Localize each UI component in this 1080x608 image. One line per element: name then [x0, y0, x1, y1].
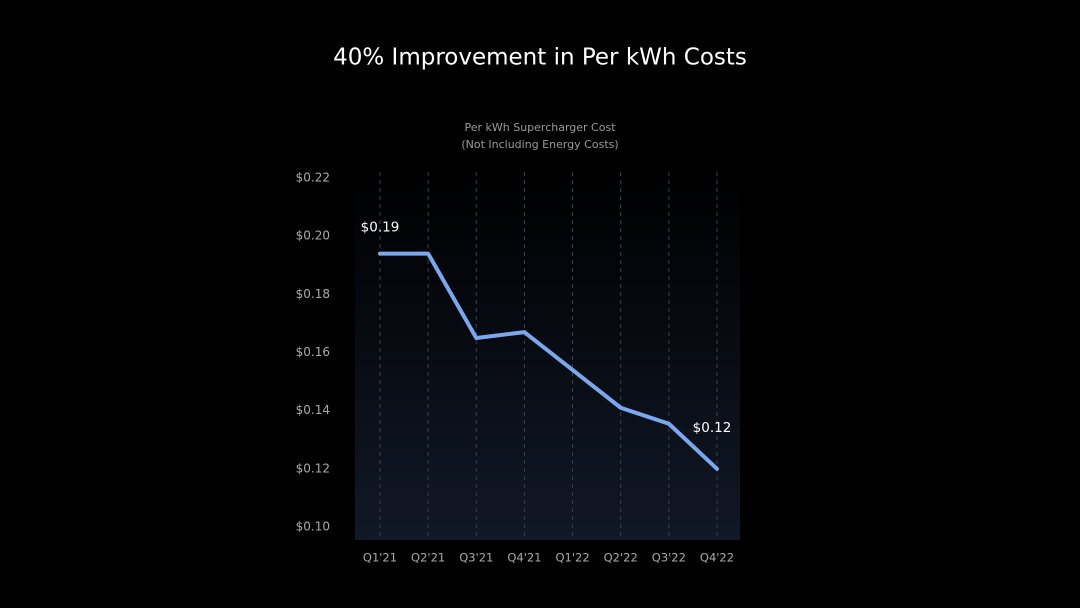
x-tick-label: Q3'22	[652, 551, 686, 565]
data-line	[378, 251, 719, 471]
chart-subtitle: (Not Including Energy Costs)	[461, 138, 618, 151]
y-tick-label: $0.20	[296, 229, 330, 243]
y-tick-label: $0.16	[296, 345, 330, 359]
data-label: $0.12	[693, 420, 732, 436]
x-tick-label: Q2'22	[604, 551, 638, 565]
x-tick-label: Q3'21	[459, 551, 493, 565]
data-label: $0.19	[361, 220, 400, 236]
y-tick-label: $0.22	[296, 171, 330, 185]
y-tick-label: $0.18	[296, 287, 330, 301]
x-tick-label: Q4'22	[700, 551, 734, 565]
x-tick-label: Q4'21	[507, 551, 541, 565]
plot-area	[355, 170, 740, 540]
chart-subtitle: Per kWh Supercharger Cost	[464, 121, 616, 134]
y-tick-label: $0.10	[296, 520, 330, 534]
x-tick-label: Q1'22	[555, 551, 589, 565]
y-tick-label: $0.12	[296, 461, 330, 475]
y-tick-label: $0.14	[296, 403, 330, 417]
chart-title: 40% Improvement in Per kWh Costs	[333, 45, 747, 71]
x-tick-label: Q1'21	[363, 551, 397, 565]
x-tick-label: Q2'21	[411, 551, 445, 565]
